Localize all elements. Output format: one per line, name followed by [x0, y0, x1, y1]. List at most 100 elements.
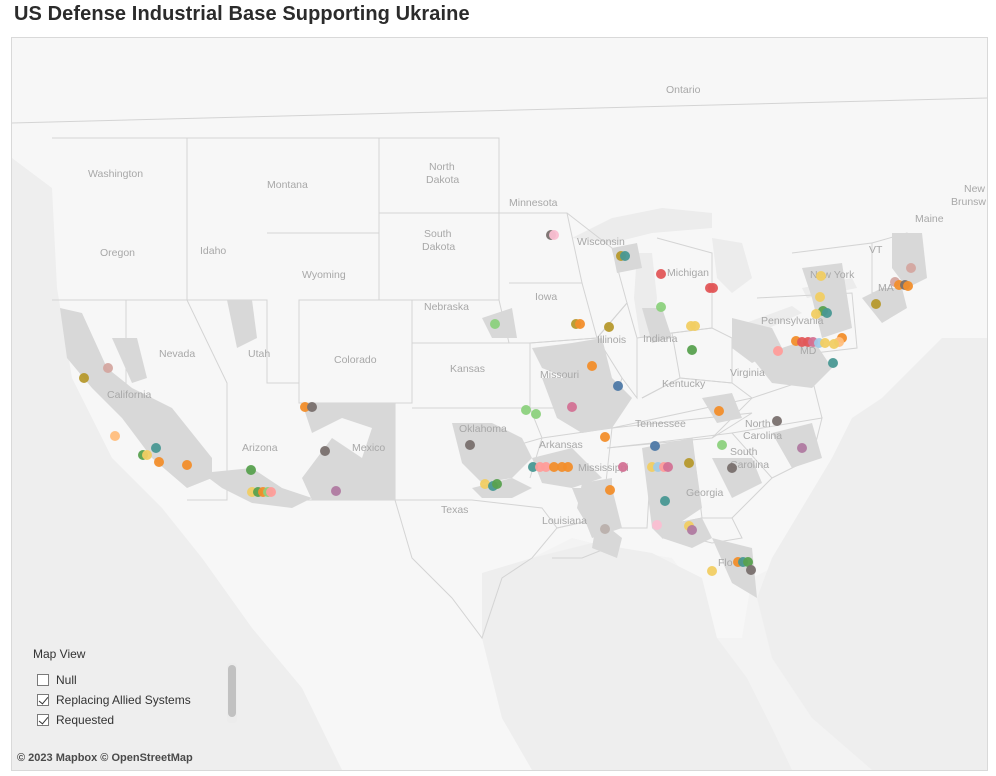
- facility-marker[interactable]: [620, 251, 630, 261]
- facility-marker[interactable]: [465, 440, 475, 450]
- lake-huron: [712, 238, 752, 293]
- facility-marker[interactable]: [829, 339, 839, 349]
- facility-marker[interactable]: [605, 485, 615, 495]
- label-south-dakota-2: Dakota: [422, 241, 455, 253]
- label-massachusetts: MA: [878, 282, 894, 294]
- label-arizona: Arizona: [242, 442, 278, 454]
- facility-marker[interactable]: [663, 462, 673, 472]
- facility-marker[interactable]: [684, 458, 694, 468]
- label-oregon: Oregon: [100, 247, 135, 259]
- facility-marker[interactable]: [656, 269, 666, 279]
- facility-marker[interactable]: [492, 479, 502, 489]
- facility-marker[interactable]: [613, 381, 623, 391]
- facility-marker[interactable]: [103, 363, 113, 373]
- facility-markers[interactable]: [79, 230, 916, 576]
- facility-marker[interactable]: [600, 432, 610, 442]
- facility-marker[interactable]: [154, 457, 164, 467]
- legend-scrollbar-thumb[interactable]: [228, 665, 236, 717]
- facility-marker[interactable]: [708, 283, 718, 293]
- shaded-regions: [60, 233, 927, 598]
- facility-marker[interactable]: [714, 406, 724, 416]
- facility-marker[interactable]: [331, 486, 341, 496]
- facility-marker[interactable]: [531, 409, 541, 419]
- facility-marker[interactable]: [816, 271, 826, 281]
- facility-marker[interactable]: [660, 496, 670, 506]
- facility-marker[interactable]: [541, 462, 551, 472]
- facility-marker[interactable]: [563, 462, 573, 472]
- label-pennsylvania: Pennsylvania: [761, 315, 824, 327]
- facility-marker[interactable]: [797, 443, 807, 453]
- facility-marker[interactable]: [727, 463, 737, 473]
- facility-marker[interactable]: [652, 520, 662, 530]
- facility-marker[interactable]: [307, 402, 317, 412]
- label-louisiana: Louisiana: [542, 515, 587, 527]
- map-attribution: © 2023 Mapbox © OpenStreetMap: [17, 752, 193, 764]
- facility-marker[interactable]: [822, 308, 832, 318]
- label-kentucky: Kentucky: [662, 378, 706, 390]
- legend-item-null[interactable]: Null: [37, 671, 77, 689]
- legend-title: Map View: [33, 647, 86, 661]
- facility-marker[interactable]: [600, 524, 610, 534]
- label-california: California: [107, 389, 152, 401]
- facility-marker[interactable]: [182, 460, 192, 470]
- facility-marker[interactable]: [687, 525, 697, 535]
- label-south-carolina-1: South: [730, 446, 758, 458]
- map-canvas[interactable]: Ontario Washington Montana North Dakota …: [12, 38, 987, 770]
- facility-marker[interactable]: [575, 319, 585, 329]
- facility-marker[interactable]: [567, 402, 577, 412]
- facility-marker[interactable]: [549, 462, 559, 472]
- facility-marker[interactable]: [246, 465, 256, 475]
- facility-marker[interactable]: [650, 441, 660, 451]
- label-north-dakota-1: North: [429, 161, 455, 173]
- label-wyoming: Wyoming: [302, 269, 346, 281]
- facility-marker[interactable]: [528, 462, 538, 472]
- facility-marker[interactable]: [142, 450, 152, 460]
- checkbox-requested[interactable]: [37, 714, 49, 726]
- facility-marker[interactable]: [820, 338, 830, 348]
- pacific-ocean: [12, 158, 342, 770]
- label-nevada: Nevada: [159, 348, 195, 360]
- checkbox-replacing-allied-systems[interactable]: [37, 694, 49, 706]
- facility-marker[interactable]: [815, 292, 825, 302]
- facility-marker[interactable]: [717, 440, 727, 450]
- legend-label-requested: Requested: [56, 713, 115, 727]
- facility-marker[interactable]: [707, 566, 717, 576]
- map-view[interactable]: Ontario Washington Montana North Dakota …: [11, 37, 988, 771]
- facility-marker[interactable]: [811, 309, 821, 319]
- facility-marker[interactable]: [743, 557, 753, 567]
- facility-marker[interactable]: [604, 322, 614, 332]
- facility-marker[interactable]: [490, 319, 500, 329]
- label-virginia: Virginia: [730, 367, 765, 379]
- facility-marker[interactable]: [903, 281, 913, 291]
- facility-marker[interactable]: [521, 405, 531, 415]
- facility-marker[interactable]: [587, 361, 597, 371]
- atlantic-ocean: [757, 338, 987, 770]
- label-nebraska: Nebraska: [424, 301, 469, 313]
- facility-marker[interactable]: [480, 479, 490, 489]
- facility-marker[interactable]: [746, 565, 756, 575]
- label-maryland: MD: [800, 345, 817, 357]
- facility-marker[interactable]: [110, 431, 120, 441]
- facility-marker[interactable]: [618, 462, 628, 472]
- checkbox-null[interactable]: [37, 674, 49, 686]
- facility-marker[interactable]: [300, 402, 310, 412]
- facility-marker[interactable]: [773, 346, 783, 356]
- facility-marker[interactable]: [266, 487, 276, 497]
- facility-marker[interactable]: [772, 416, 782, 426]
- label-minnesota: Minnesota: [509, 197, 558, 209]
- facility-marker[interactable]: [871, 299, 881, 309]
- facility-marker[interactable]: [656, 302, 666, 312]
- label-washington: Washington: [88, 168, 143, 180]
- facility-marker[interactable]: [320, 446, 330, 456]
- facility-marker[interactable]: [79, 373, 89, 383]
- facility-marker[interactable]: [828, 358, 838, 368]
- page-title: US Defense Industrial Base Supporting Uk…: [14, 3, 470, 25]
- facility-marker[interactable]: [549, 230, 559, 240]
- legend-item-replacing-allied-systems[interactable]: Replacing Allied Systems: [37, 691, 191, 709]
- legend-item-requested[interactable]: Requested: [37, 711, 114, 729]
- facility-marker[interactable]: [690, 321, 700, 331]
- label-new-brunswick-2: Brunsw: [951, 196, 986, 208]
- facility-marker[interactable]: [906, 263, 916, 273]
- facility-marker[interactable]: [151, 443, 161, 453]
- facility-marker[interactable]: [687, 345, 697, 355]
